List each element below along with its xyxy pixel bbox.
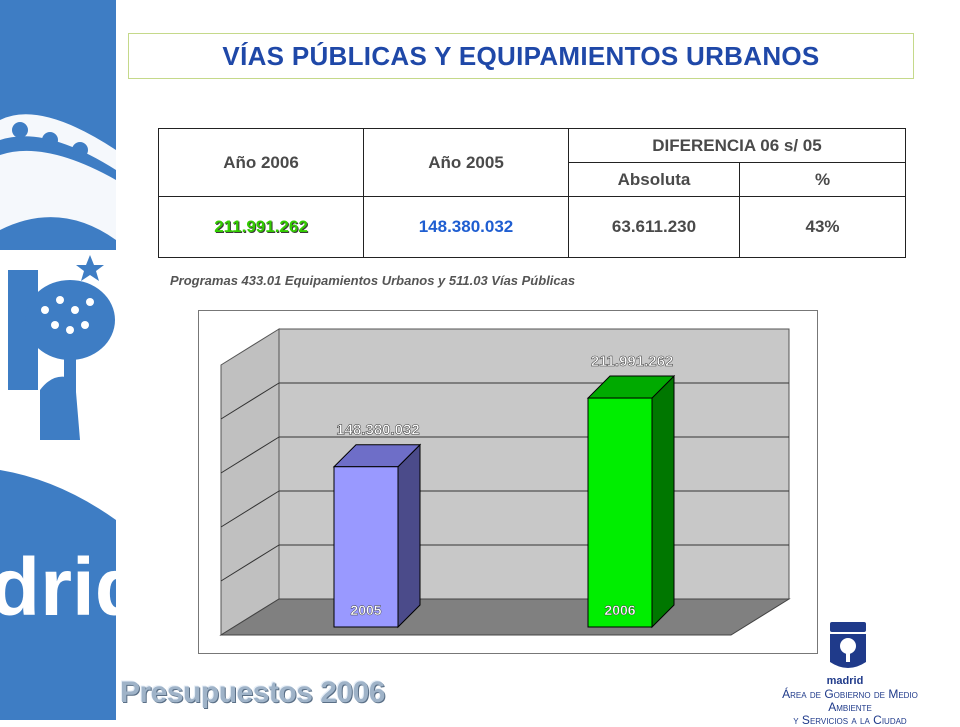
bar-side (397, 443, 421, 629)
header-percent: % (739, 162, 906, 197)
header-year-2005: Año 2005 (363, 128, 569, 197)
budget-year-caption: Presupuestos 2006 (120, 676, 385, 709)
sidebar-decoration: drid (0, 0, 116, 720)
cell-absolute-diff: 63.611.230 (568, 196, 740, 258)
table-header-row: Año 2006 Año 2005 DIFERENCIA 06 s/ 05 (158, 128, 906, 197)
madrid-crest-icon (830, 622, 866, 668)
chart-floor (219, 598, 791, 636)
department-line-2: y Servicios a la Ciudad (793, 713, 907, 727)
sidebar-logo-text: drid (0, 542, 116, 633)
chart-side-wall (220, 328, 280, 636)
cell-value-2005: 148.380.032 (363, 196, 569, 258)
gridline-side (220, 544, 280, 582)
table-row: 211.991.262 148.380.032 63.611.230 43% (158, 196, 906, 258)
bar-category-label: 2005 (350, 602, 381, 618)
cell-percent-diff: 43% (739, 196, 906, 258)
page-title: VÍAS PÚBLICAS Y EQUIPAMIENTOS URBANOS (222, 40, 820, 71)
bar-category-label: 2006 (604, 602, 635, 618)
budget-comparison-table: Año 2006 Año 2005 DIFERENCIA 06 s/ 05 Ab… (158, 128, 906, 258)
bar-side (651, 374, 675, 629)
department-name: Área de Gobierno de Medio Ambiente y Ser… (760, 688, 940, 727)
bar-data-label: 148.380.032 (336, 422, 419, 439)
gridline-side (220, 436, 280, 474)
madrid-crest-watermark: drid (0, 114, 116, 633)
header-year-2006: Año 2006 (158, 128, 364, 197)
header-absolute: Absoluta (568, 162, 740, 197)
bar-data-label: 211.991.262 (591, 353, 674, 370)
header-difference: DIFERENCIA 06 s/ 05 (568, 128, 906, 163)
department-line-1: Área de Gobierno de Medio Ambiente (782, 687, 918, 714)
gridline-side (220, 490, 280, 528)
madrid-wordmark: madrid (826, 675, 864, 687)
title-box: VÍAS PÚBLICAS Y EQUIPAMIENTOS URBANOS (128, 33, 914, 79)
programs-note: Programas 433.01 Equipamientos Urbanos y… (170, 273, 576, 288)
gridline-side (220, 382, 280, 420)
bar-chart: 2005 148.380.032 2006 211.991.262 (198, 310, 818, 654)
bar (587, 397, 653, 628)
bar (333, 466, 399, 628)
cell-value-2006: 211.991.262 (158, 196, 364, 258)
bar-chart-svg: 2005 148.380.032 2006 211.991.262 (219, 328, 791, 636)
